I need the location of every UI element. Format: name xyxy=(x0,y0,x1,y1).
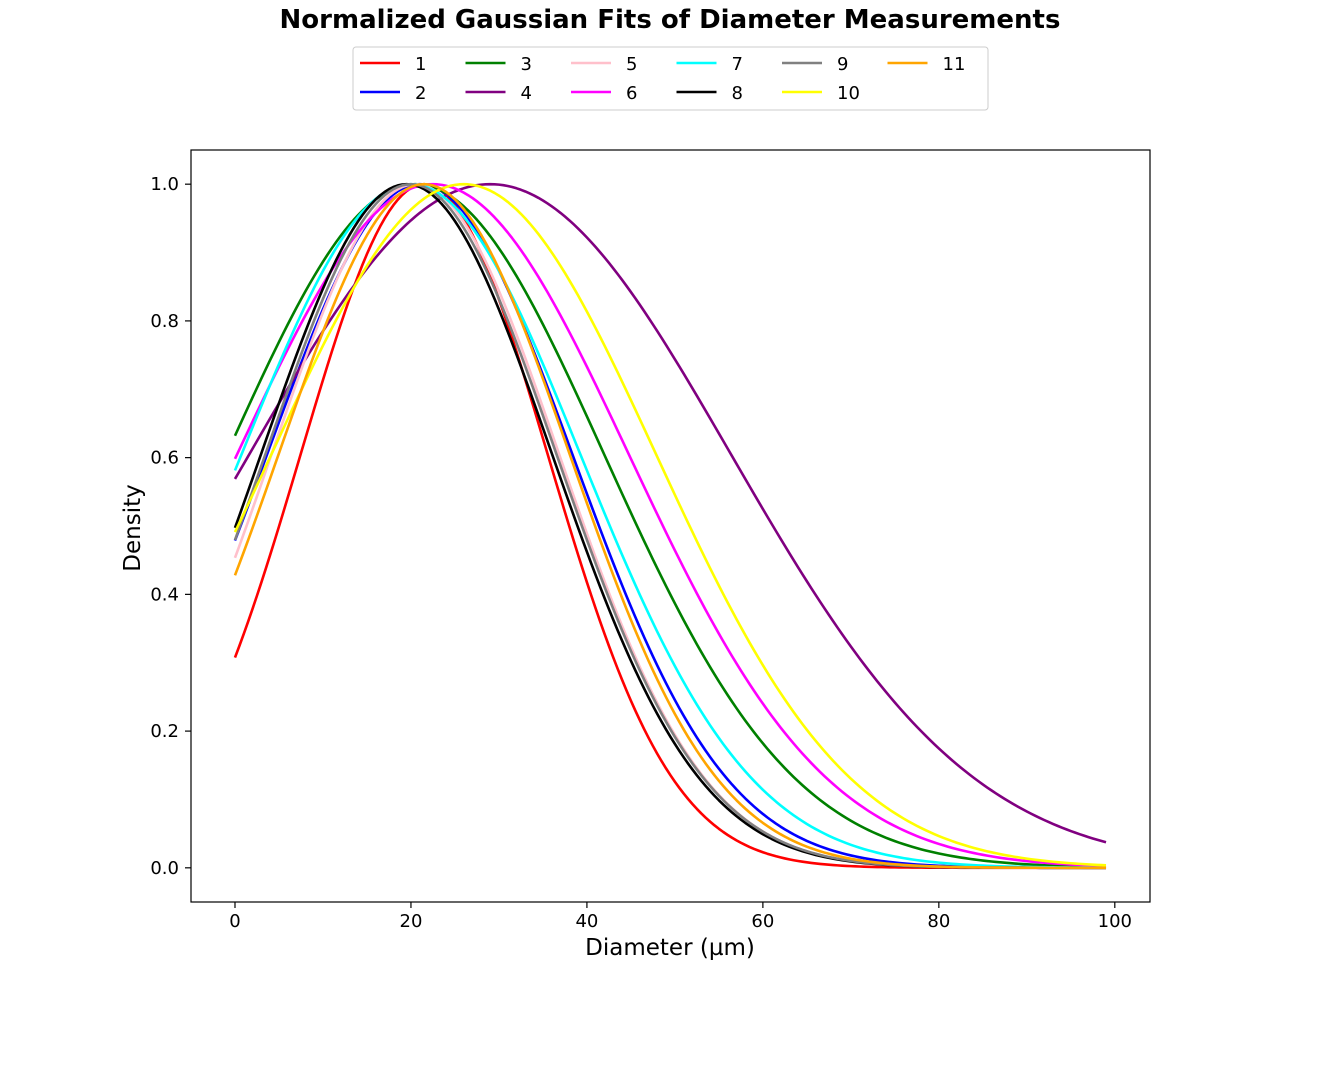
series-line-10 xyxy=(233,182,1107,867)
series-line-11 xyxy=(233,182,1107,870)
plot-frame xyxy=(190,149,1151,903)
legend-label-6: 6 xyxy=(626,83,637,104)
chart-title: Normalized Gaussian Fits of Diameter Mea… xyxy=(280,5,1061,35)
legend-label-8: 8 xyxy=(732,83,743,104)
x-tick-label: 100 xyxy=(1098,911,1132,932)
x-tick-label: 20 xyxy=(400,911,423,932)
y-axis: 0.0 0.2 0.4 0.6 0.8 1.0 xyxy=(150,174,191,879)
legend-label-9: 9 xyxy=(837,54,848,75)
legend-label-11: 11 xyxy=(943,54,966,75)
x-axis: 0 20 40 60 80 100 xyxy=(229,902,1132,932)
x-tick-label: 80 xyxy=(927,911,950,932)
x-tick-label: 40 xyxy=(575,911,598,932)
legend-label-5: 5 xyxy=(626,54,637,75)
legend-label-3: 3 xyxy=(521,54,532,75)
x-tick-label: 0 xyxy=(229,911,240,932)
y-tick-label: 0.4 xyxy=(150,584,179,605)
legend: 1 2 3 4 5 6 7 8 9 10 11 xyxy=(352,46,989,111)
x-axis-label: Diameter (µm) xyxy=(585,935,755,961)
y-tick-label: 1.0 xyxy=(150,174,179,195)
series-line-6 xyxy=(233,182,1107,868)
y-tick-label: 0.8 xyxy=(150,311,179,332)
legend-label-1: 1 xyxy=(415,54,426,75)
legend-frame xyxy=(352,46,989,111)
series-layer xyxy=(233,182,1107,870)
legend-label-10: 10 xyxy=(837,83,860,104)
y-axis-label: Density xyxy=(120,484,146,571)
y-tick-label: 0.0 xyxy=(150,858,179,879)
legend-label-2: 2 xyxy=(415,83,426,104)
legend-label-4: 4 xyxy=(521,83,532,104)
y-tick-label: 0.6 xyxy=(150,448,179,469)
series-line-4 xyxy=(233,182,1107,844)
y-tick-label: 0.2 xyxy=(150,721,179,742)
legend-label-7: 7 xyxy=(732,54,743,75)
x-tick-label: 60 xyxy=(751,911,774,932)
